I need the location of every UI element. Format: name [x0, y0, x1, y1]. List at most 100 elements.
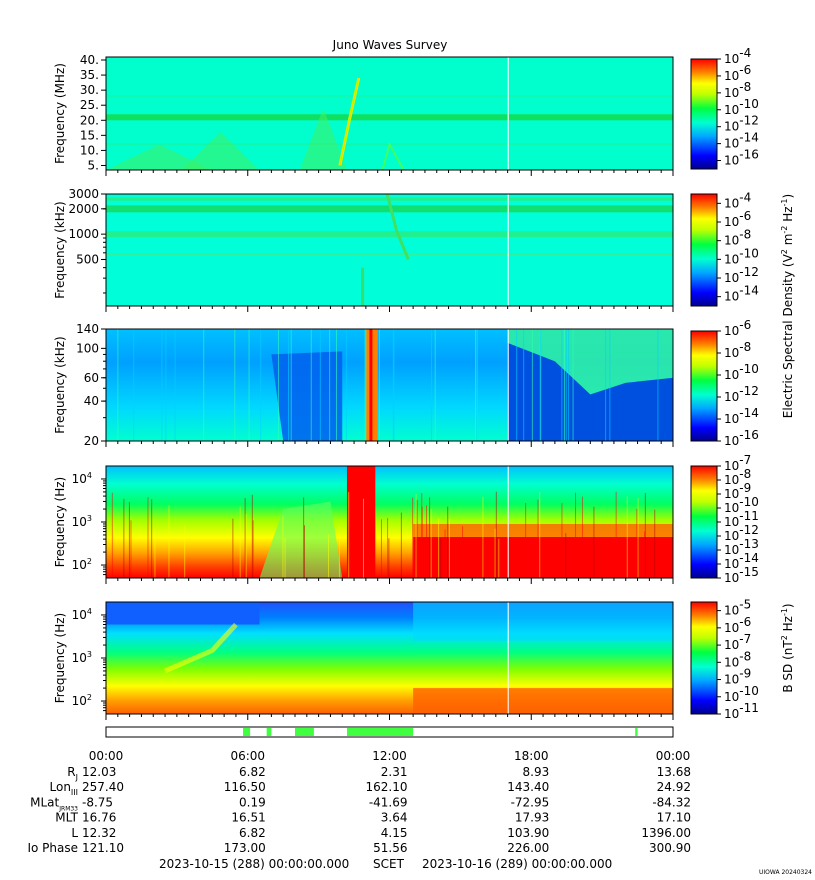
green-region: [259, 501, 343, 578]
streak: [495, 491, 497, 578]
streak: [537, 499, 539, 578]
ephemeris-value: 162.10: [366, 780, 408, 794]
streak: [251, 494, 253, 578]
colorbar-tick-label: 10-11: [724, 701, 759, 721]
spectrogram-image-1: [106, 57, 673, 170]
y-tick-label: 3000: [68, 187, 99, 201]
ephemeris-value: 0.19: [239, 795, 266, 809]
background: [106, 57, 673, 170]
ephemeris-value: -72.95: [511, 795, 550, 809]
streak: [644, 531, 646, 578]
streak: [244, 498, 246, 578]
streak: [565, 329, 567, 441]
ephemeris-row-label: LonIII: [50, 780, 79, 797]
streak: [128, 502, 130, 578]
orange-region: [413, 523, 673, 537]
colorbar-tick-label: 10-14: [724, 284, 759, 304]
colorbar-tick-label: 10-10: [724, 495, 759, 515]
colorbar-tick-label: 10-11: [724, 509, 759, 529]
streak: [539, 492, 541, 578]
colorbar-tick-label: 10-16: [724, 148, 759, 168]
y-tick-label: 60: [84, 371, 99, 385]
streak: [277, 329, 279, 441]
y-tick-label: 5.: [88, 158, 99, 172]
ephemeris-value: 24.92: [657, 780, 691, 794]
colorbar-tick-label: 10-8: [724, 649, 751, 669]
ephemeris-value: -41.69: [369, 795, 408, 809]
streak: [516, 329, 518, 441]
end-time-label: 2023-10-16 (289) 00:00:00.000: [422, 857, 612, 871]
colorbars: 10-410-610-810-1010-1210-1410-1610-410-6…: [690, 46, 759, 721]
streak: [637, 498, 639, 578]
streak: [440, 538, 442, 578]
spectrogram-panel-4: 102 103 104 Frequency (Hz): [53, 465, 674, 584]
streak: [476, 329, 478, 441]
vertical-burst-core: [369, 329, 373, 441]
credit-label: UIOWA 20240324: [759, 869, 812, 876]
streak: [523, 329, 525, 441]
streak: [203, 329, 205, 441]
colorbar-tick-label: 10-5: [724, 598, 751, 618]
colorbar-tick-label: 10-9: [724, 667, 751, 687]
ephemeris-value: 257.40: [82, 780, 124, 794]
streak: [430, 329, 432, 441]
spectrogram-image-4: [106, 466, 673, 578]
ephemeris-value: 121.10: [82, 841, 124, 855]
colorbar-gradient: [690, 193, 718, 307]
streak: [130, 520, 132, 578]
colorbar-tick-label: 10-9: [724, 481, 751, 501]
streak: [565, 533, 567, 578]
mode-bar-segment: [243, 728, 251, 736]
streak: [462, 526, 464, 578]
y-tick-label: 140: [76, 322, 99, 336]
streak: [168, 505, 170, 578]
y-tick-label: 2000: [68, 202, 99, 216]
electric-colorbar-label: Electric Spectral Density (V2 m-2 Hz-1): [780, 194, 795, 418]
ephemeris-value: 103.90: [507, 826, 549, 840]
streak: [581, 496, 583, 578]
colorbar-tick-label: 10-15: [724, 565, 759, 585]
colorbar-gradient: [690, 465, 718, 579]
streak: [561, 329, 563, 441]
low-intensity-region: [271, 351, 343, 441]
streak: [434, 329, 436, 441]
y-axis-label: Frequency (Hz): [53, 613, 67, 704]
ephemeris-value: 51.56: [373, 841, 407, 855]
arc-feature: [164, 622, 238, 674]
streak: [482, 496, 484, 578]
y-tick-label: 1000: [68, 227, 99, 241]
streak: [572, 329, 574, 441]
spectrogram-panel-5: 102 103 104 Frequency (Hz): [53, 601, 674, 720]
y-axis-label: Frequency (kHz): [53, 336, 67, 433]
streak: [184, 525, 186, 578]
ephemeris-value: 116.50: [224, 780, 266, 794]
colorbar-tick-label: 10-10: [724, 362, 759, 382]
colorbar-tick-label: 10-16: [724, 428, 759, 448]
colorbar-tick-label: 10-10: [724, 97, 759, 117]
streak: [438, 518, 440, 578]
streak: [626, 496, 628, 578]
colorbar-tick-label: 10-14: [724, 551, 759, 571]
colorbar-tick-label: 10-8: [724, 228, 751, 248]
emission-burst: [181, 132, 260, 170]
colorbar-tick-label: 10-13: [724, 537, 759, 557]
ephemeris-value: 12.03: [82, 765, 116, 779]
spectrogram-image-3: [106, 329, 673, 441]
streak: [348, 492, 350, 578]
streak: [531, 329, 533, 441]
y-tick-label: 100: [76, 341, 99, 355]
start-time-label: 2023-10-15 (288) 00:00:00.000: [159, 857, 349, 871]
streak: [319, 329, 321, 441]
x-tick-label: 06:00: [230, 749, 265, 763]
streak: [239, 506, 241, 578]
ephemeris-value: 16.51: [231, 811, 265, 825]
spectrogram-panel-1: 5.10.15.20.25.30.35.40. Frequency (MHz): [53, 53, 674, 176]
streak: [117, 329, 119, 441]
streak: [609, 329, 611, 441]
streak: [421, 493, 423, 578]
streak: [636, 508, 638, 578]
